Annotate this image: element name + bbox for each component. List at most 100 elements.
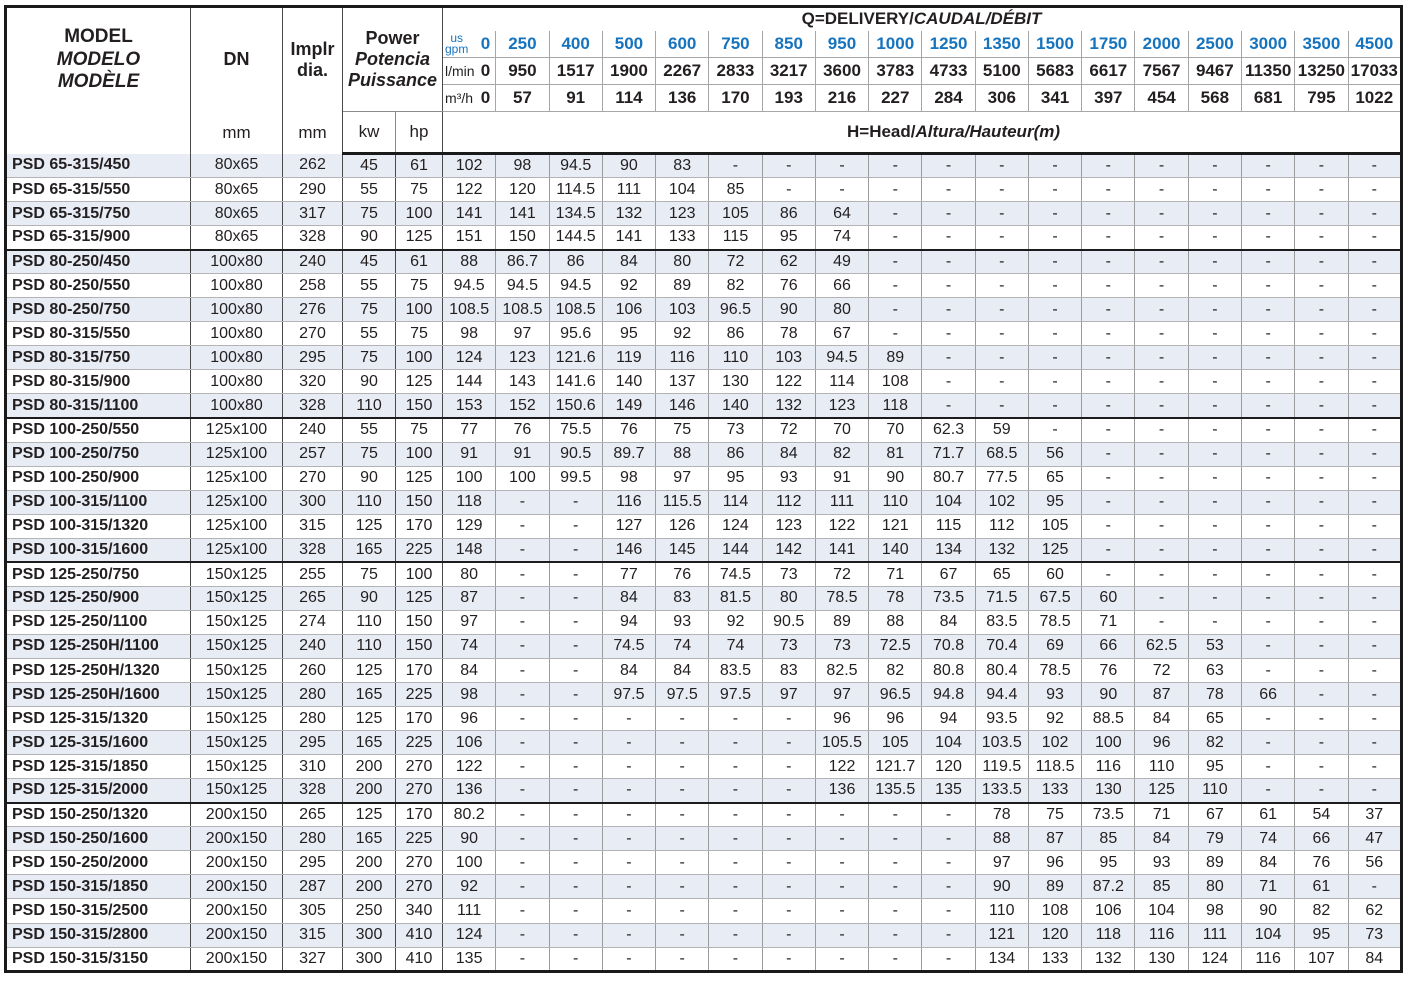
head-cell: -: [1294, 538, 1349, 563]
head-cell: -: [868, 153, 923, 179]
head-cell: 61: [1294, 874, 1349, 900]
head-cell: -: [815, 177, 870, 203]
flow-value: 4500: [1348, 30, 1403, 58]
head-cell: -: [708, 923, 763, 948]
head-cell: 88: [442, 248, 497, 275]
head-cell: -: [1294, 273, 1349, 299]
head-cell: 105.5: [815, 730, 870, 756]
head-cell: 96.5: [868, 682, 923, 708]
delivery-title: Q=DELIVERY/CAUDAL/DÉBIT: [442, 6, 1402, 31]
head-cell: -: [1241, 225, 1296, 251]
head-cell: -: [602, 874, 657, 900]
head-cell: -: [549, 850, 603, 876]
head-cell: 94.5: [549, 273, 603, 299]
head-cell: -: [921, 898, 976, 924]
head-cell: 93: [1028, 682, 1083, 708]
dn-cell: 150x125: [190, 778, 283, 804]
kw-cell: 165: [342, 538, 396, 563]
head-cell: 76: [762, 273, 816, 299]
head-cell: 133: [1028, 947, 1083, 973]
model-header: MODEL MODELO MODÈLE: [5, 6, 191, 154]
head-cell: 82.5: [815, 658, 870, 684]
head-cell: -: [1081, 442, 1136, 467]
hp-cell: 170: [395, 801, 443, 828]
flow-value: 1350: [975, 30, 1029, 58]
head-cell: -: [1348, 201, 1403, 227]
head-cell: -: [1348, 345, 1403, 371]
head-cell: -: [495, 634, 550, 659]
head-cell: 124: [442, 923, 497, 948]
head-cell: -: [1241, 706, 1296, 732]
head-cell: 90: [1081, 682, 1136, 708]
head-cell: -: [1241, 610, 1296, 635]
head-cell: -: [1028, 345, 1083, 371]
head-cell: 104: [921, 730, 976, 756]
head-cell: -: [815, 153, 870, 179]
head-cell: 94: [602, 610, 657, 635]
head-cell: -: [815, 923, 870, 948]
head-cell: 150: [495, 225, 550, 251]
head-cell: -: [1081, 177, 1136, 203]
hp-cell: 225: [395, 730, 443, 756]
head-cell: 89: [868, 345, 923, 371]
head-cell: -: [1134, 466, 1189, 491]
head-cell: 151: [442, 225, 497, 251]
head-cell: -: [975, 248, 1029, 275]
head-cell: -: [1028, 321, 1083, 347]
impeller-header-line1: Implr: [290, 38, 335, 59]
head-cell: 74.5: [708, 561, 763, 587]
head-cell: 96.5: [708, 297, 763, 323]
head-cell: 90: [442, 826, 497, 852]
head-cell: 124: [1188, 947, 1242, 973]
head-cell: -: [1294, 658, 1349, 684]
kw-cell: 110: [342, 393, 396, 419]
head-cell: 100: [1081, 730, 1136, 756]
head-cell: 111: [602, 177, 657, 203]
head-cell: 71: [868, 561, 923, 587]
kw-cell: 125: [342, 514, 396, 539]
hp-cell: 225: [395, 826, 443, 852]
head-cell: -: [1028, 225, 1083, 251]
head-cell: 75: [655, 417, 710, 443]
dn-cell: 80x65: [190, 153, 283, 179]
impeller-dia-cell: 328: [282, 393, 343, 419]
head-cell: -: [1241, 297, 1296, 323]
head-cell: -: [1081, 369, 1136, 395]
head-cell: -: [1348, 369, 1403, 395]
head-cell: 93.5: [975, 706, 1029, 732]
head-cell: 74: [708, 634, 763, 659]
kw-cell: 75: [342, 297, 396, 323]
head-cell: 104: [655, 177, 710, 203]
dn-cell: 200x150: [190, 947, 283, 973]
head-cell: -: [975, 225, 1029, 251]
dn-cell: 125x100: [190, 466, 283, 491]
head-cell: -: [1241, 417, 1296, 443]
head-cell: -: [1294, 466, 1349, 491]
head-cell: 123: [762, 514, 816, 539]
head-cell: 98: [442, 321, 497, 347]
head-cell: -: [1241, 586, 1296, 611]
head-cell: -: [1241, 393, 1296, 419]
head-cell: -: [1028, 153, 1083, 179]
head-cell: -: [868, 947, 923, 973]
head-cell: 120: [1028, 923, 1083, 948]
model-cell: PSD 125-250H/1100: [5, 634, 191, 659]
head-cell: 80.7: [921, 466, 976, 491]
head-cell: -: [815, 874, 870, 900]
head-cell: -: [495, 850, 550, 876]
table-row: PSD 125-315/2000 150x125 328 200 270 136- - - - -…: [5, 778, 1403, 804]
head-cell: -: [1348, 442, 1403, 467]
head-cell: 96: [815, 706, 870, 732]
head-cell: 61: [1241, 801, 1296, 828]
flow-value: 9467: [1188, 57, 1242, 85]
head-cell: -: [1081, 561, 1136, 587]
head-cell: -: [1241, 658, 1296, 684]
dn-cell: 150x125: [190, 754, 283, 780]
flow-value: 2267: [655, 57, 710, 85]
impeller-dia-cell: 310: [282, 754, 343, 780]
head-cell: 115: [708, 225, 763, 251]
head-cell: -: [868, 850, 923, 876]
table-row: PSD 100-250/750 125x100 257 75 100 91 91 90.5 89…: [5, 442, 1403, 467]
head-cell: -: [1188, 201, 1242, 227]
head-cell: 77: [442, 417, 497, 443]
